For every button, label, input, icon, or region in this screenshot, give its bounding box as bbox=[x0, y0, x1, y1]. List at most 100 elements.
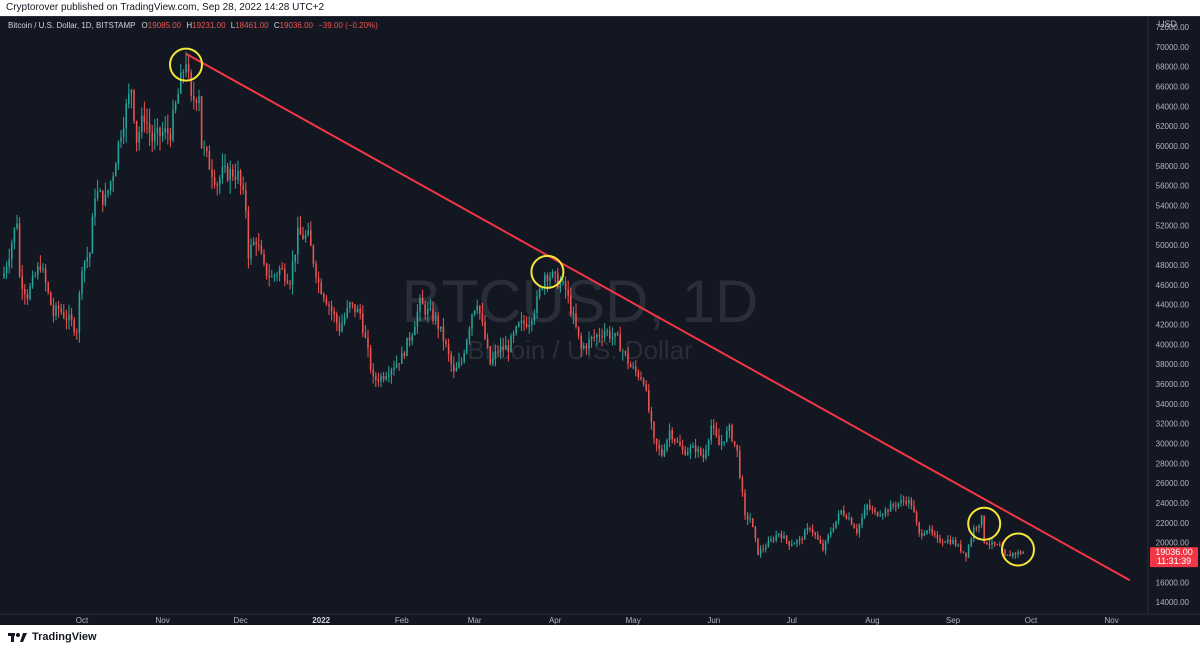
candle-body bbox=[655, 438, 658, 445]
candle-body bbox=[1004, 549, 1006, 556]
candle-body bbox=[18, 223, 21, 276]
candle-body bbox=[778, 533, 780, 536]
last-price-value: 19036.00 bbox=[1155, 547, 1193, 557]
candle-body bbox=[406, 337, 408, 357]
candle-body bbox=[918, 522, 920, 534]
candle-body bbox=[133, 90, 135, 122]
candle-body bbox=[377, 379, 380, 382]
price-tick-label: 22000.00 bbox=[1156, 519, 1190, 528]
candle-body bbox=[169, 133, 172, 141]
chart-panel[interactable]: BTCUSD, 1D Bitcoin / U.S. Dollar 14000.0… bbox=[0, 16, 1200, 626]
candle-body bbox=[1019, 551, 1022, 554]
candle-body bbox=[749, 518, 751, 520]
candle-body bbox=[70, 314, 73, 321]
candle-body bbox=[167, 128, 169, 134]
time-tick-label: Sep bbox=[946, 616, 961, 625]
candle-body bbox=[993, 541, 996, 545]
candle-body bbox=[312, 245, 315, 264]
tradingview-logo[interactable]: TradingView bbox=[0, 631, 97, 643]
candle-body bbox=[252, 242, 255, 245]
candle-body bbox=[284, 269, 286, 281]
candle-body bbox=[622, 351, 624, 353]
candle-body bbox=[830, 531, 832, 536]
candle-body bbox=[679, 441, 681, 446]
candle-body bbox=[320, 282, 322, 294]
candle-body bbox=[928, 528, 931, 531]
candle-body bbox=[216, 184, 218, 186]
candle-body bbox=[271, 276, 273, 278]
candle-body bbox=[882, 514, 884, 516]
legend-high-label: H bbox=[186, 21, 192, 30]
candle-body bbox=[432, 308, 434, 322]
candle-body bbox=[468, 328, 471, 340]
candle-body bbox=[754, 527, 757, 539]
candle-body bbox=[226, 165, 229, 181]
candle-body bbox=[424, 304, 426, 315]
price-chart[interactable]: BTCUSD, 1D Bitcoin / U.S. Dollar 14000.0… bbox=[0, 17, 1200, 626]
legend-high: 19231.00 bbox=[192, 21, 226, 30]
candle-body bbox=[393, 367, 395, 370]
price-tick-label: 52000.00 bbox=[1156, 221, 1190, 230]
watermark: BTCUSD, 1D Bitcoin / U.S. Dollar bbox=[402, 268, 759, 365]
candle-body bbox=[486, 338, 489, 347]
candle-body bbox=[442, 326, 445, 341]
candle-body bbox=[351, 302, 354, 305]
candle-body bbox=[666, 439, 668, 450]
candle-body bbox=[388, 375, 390, 377]
price-tick-label: 20000.00 bbox=[1156, 539, 1190, 548]
candle-body bbox=[996, 544, 998, 546]
candle-body bbox=[549, 276, 551, 282]
candle-body bbox=[473, 310, 476, 315]
watermark-ticker: BTCUSD, 1D bbox=[402, 268, 759, 335]
time-axis[interactable] bbox=[0, 614, 1148, 626]
candle-body bbox=[871, 508, 874, 510]
candle-body bbox=[247, 211, 250, 259]
price-tick-label: 56000.00 bbox=[1156, 182, 1190, 191]
candle-body bbox=[900, 499, 902, 504]
candle-body bbox=[104, 194, 107, 205]
candle-body bbox=[791, 544, 793, 546]
candle-body bbox=[596, 334, 598, 338]
candle-body bbox=[76, 332, 78, 334]
candle-body bbox=[707, 440, 710, 450]
candle-body bbox=[567, 289, 569, 296]
candle-body bbox=[739, 450, 741, 478]
candle-body bbox=[185, 64, 187, 73]
candle-body bbox=[603, 331, 606, 338]
candle-body bbox=[1014, 553, 1017, 555]
candle-body bbox=[193, 95, 195, 101]
trendline-layer[interactable] bbox=[185, 52, 1131, 582]
candle-body bbox=[294, 254, 296, 262]
candle-body bbox=[141, 115, 143, 133]
candle-body bbox=[967, 545, 970, 558]
publisher-text: Cryptorover published on TradingView.com… bbox=[6, 2, 325, 13]
candle-body bbox=[143, 115, 146, 123]
candle-body bbox=[73, 320, 75, 333]
time-tick-label: Feb bbox=[395, 616, 409, 625]
candle-body bbox=[304, 234, 307, 240]
candle-body bbox=[627, 353, 629, 365]
candle-body bbox=[606, 330, 608, 332]
time-tick-label: Dec bbox=[233, 616, 247, 625]
candle-body bbox=[538, 288, 541, 297]
candle-body bbox=[923, 533, 926, 536]
candle-body bbox=[68, 314, 70, 321]
candle-body bbox=[746, 515, 749, 520]
candle-body bbox=[151, 132, 153, 142]
candle-body bbox=[174, 103, 177, 111]
candle-body bbox=[65, 317, 68, 321]
candle-body bbox=[390, 369, 393, 376]
time-tick-label: Nov bbox=[1104, 616, 1118, 625]
price-tick-label: 32000.00 bbox=[1156, 420, 1190, 429]
price-axis[interactable] bbox=[1148, 17, 1200, 614]
candle-body bbox=[700, 448, 702, 455]
price-tick-label: 60000.00 bbox=[1156, 142, 1190, 151]
candle-body bbox=[3, 272, 5, 278]
legend-open: 19085.00 bbox=[148, 21, 182, 30]
candle-body bbox=[671, 430, 673, 440]
candle-body bbox=[827, 535, 829, 541]
candle-body bbox=[135, 121, 138, 143]
publisher-bar: Cryptorover published on TradingView.com… bbox=[0, 0, 1200, 16]
candle-body bbox=[544, 275, 546, 289]
candle-body bbox=[866, 504, 868, 510]
